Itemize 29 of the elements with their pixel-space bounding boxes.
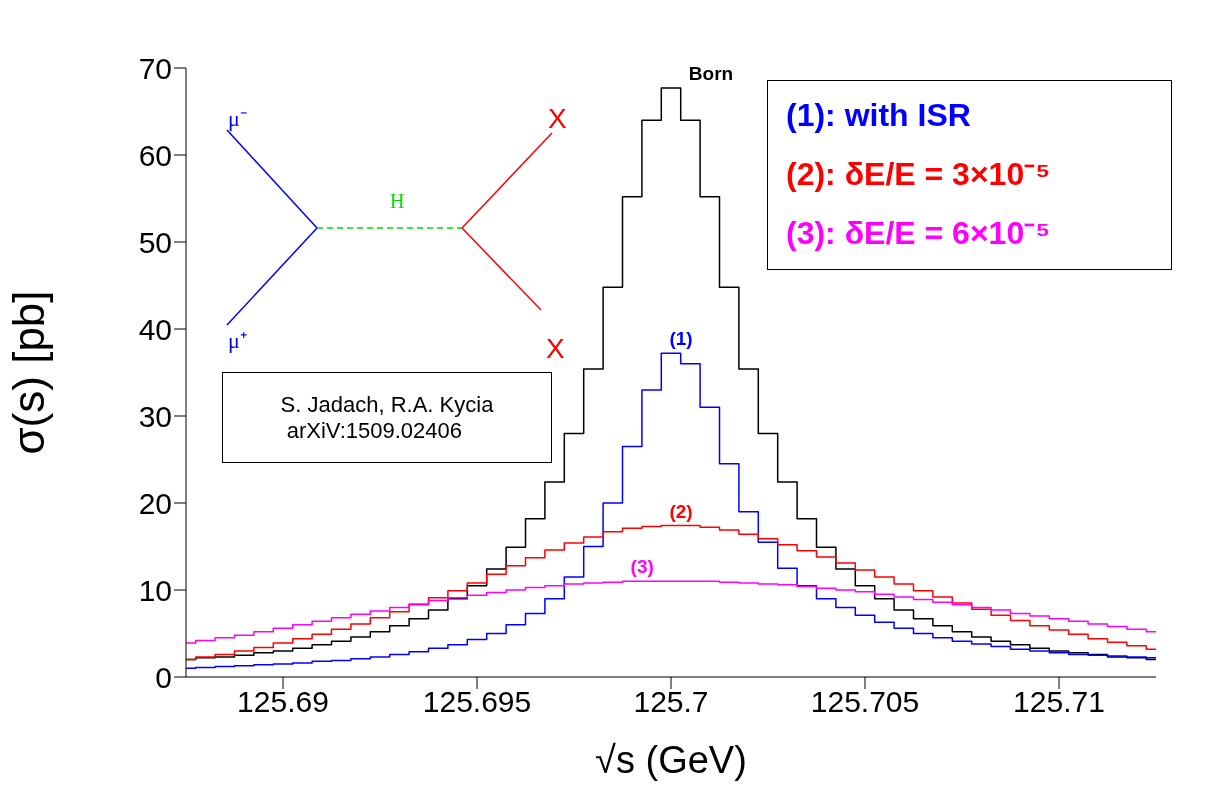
y-tick-label: 50 <box>138 225 172 259</box>
x-tick-label: 125.705 <box>810 685 920 719</box>
series-label: Born <box>688 63 734 85</box>
series-label: (1) <box>669 328 693 350</box>
x-tick-label: 125.71 <box>1013 685 1105 719</box>
y-tick-label: 60 <box>138 138 172 172</box>
annotation: (2): δE/E = 3×10⁻⁵ <box>786 154 1052 194</box>
x-tick-label: 125.695 <box>422 685 532 719</box>
y-axis-title: σ(s) [pb] <box>3 290 53 455</box>
note-box: S. Jadach, R.A. Kycia arXiV:1509.02406 <box>222 372 552 463</box>
x-tick-label: 125.69 <box>237 685 329 719</box>
annotation: μ⁺ <box>228 328 247 353</box>
y-tick-label: 20 <box>138 486 172 520</box>
annotation: (3): δE/E = 6×10⁻⁵ <box>786 214 1052 253</box>
x-axis-title: √s (GeV) <box>595 739 747 781</box>
annotation: X <box>548 103 567 134</box>
annotation: (1): with ISR <box>786 97 972 134</box>
x-tick-label: 125.7 <box>633 685 709 719</box>
annotation: X <box>546 333 565 364</box>
series-label: (3) <box>630 556 654 578</box>
y-tick-label: 70 <box>138 51 172 85</box>
annotation: H <box>390 190 405 212</box>
y-tick-label: 30 <box>138 399 172 433</box>
series-label: (2) <box>669 500 693 522</box>
y-tick-label: 10 <box>138 573 172 607</box>
y-tick-label: 0 <box>155 660 172 694</box>
y-tick-label: 40 <box>138 312 172 346</box>
annotation: μ⁻ <box>228 106 247 131</box>
caption-box: (1): with ISR (2): δE/E = 3×10⁻⁵ (3): δE/E = 6×10⁻⁵ <box>767 80 1172 270</box>
